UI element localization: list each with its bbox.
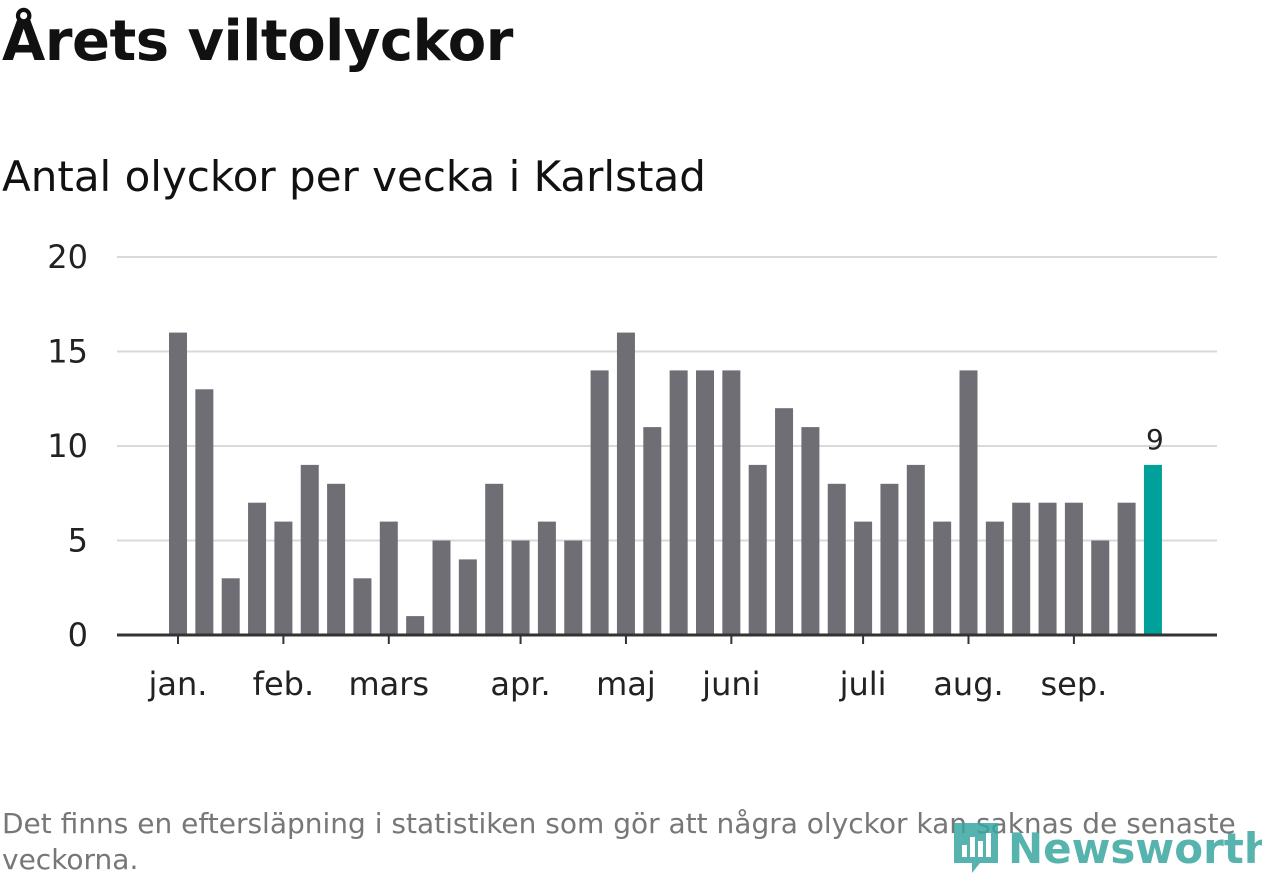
bar — [748, 464, 767, 635]
bar — [854, 521, 873, 635]
y-tick-label: 15 — [47, 333, 88, 371]
y-tick-label: 0 — [68, 616, 88, 654]
x-tick-label: jan. — [148, 665, 208, 703]
bar — [248, 502, 267, 635]
logo-text: Newsworthy — [1008, 823, 1262, 873]
x-tick-label: mars — [348, 665, 429, 703]
bar — [221, 578, 240, 635]
bar — [1091, 540, 1110, 635]
bar — [511, 540, 530, 635]
bar — [1117, 502, 1136, 635]
bar — [933, 521, 952, 635]
bar — [959, 370, 978, 635]
bar — [801, 427, 820, 635]
newsworthy-logo-icon — [954, 823, 998, 873]
bar-chart: 0 5 10 15 20 jan. feb. mars apr. maj juni juli aug. s… — [47, 238, 1217, 703]
bar — [406, 616, 425, 635]
y-tick-label: 20 — [47, 238, 88, 276]
x-tick-label: apr. — [490, 665, 550, 703]
bar — [669, 370, 688, 635]
x-tick-label: aug. — [933, 665, 1003, 703]
bar — [537, 521, 556, 635]
bar — [379, 521, 398, 635]
x-tick-label: juni — [701, 665, 760, 703]
bar — [432, 540, 451, 635]
chart-subtitle: Antal olyckor per vecka i Karlstad — [2, 152, 706, 201]
bar — [643, 427, 662, 635]
bar — [485, 483, 504, 635]
chart-title: Årets viltolyckor — [2, 9, 513, 74]
bar — [906, 464, 925, 635]
bar — [775, 408, 794, 635]
data-label: 9 — [1146, 423, 1164, 456]
y-tick-label: 5 — [68, 522, 88, 560]
bar — [274, 521, 293, 635]
bar — [169, 332, 187, 635]
bar — [880, 483, 899, 635]
bar-highlight — [1143, 464, 1162, 635]
x-tick-label: juli — [839, 665, 887, 703]
bar — [696, 370, 714, 635]
bar — [353, 578, 372, 635]
newsworthy-logo: Newsworthy — [950, 818, 1262, 878]
bar — [195, 389, 214, 635]
bar — [590, 370, 609, 635]
bar — [1012, 502, 1031, 635]
bar — [300, 464, 319, 635]
bar — [1038, 502, 1057, 635]
y-tick-label: 10 — [47, 427, 88, 465]
x-tick-label: sep. — [1040, 665, 1107, 703]
x-tick-label: maj — [596, 665, 656, 703]
bar — [564, 540, 583, 635]
bar — [458, 559, 477, 635]
bar — [616, 332, 635, 635]
bar — [327, 483, 346, 635]
bar — [985, 521, 1004, 635]
bar — [1064, 502, 1083, 635]
bar — [722, 370, 741, 635]
bar — [827, 483, 846, 635]
x-tick-label: feb. — [253, 665, 314, 703]
footnote: Det finns en eftersläpning i statistiken… — [2, 807, 1236, 876]
